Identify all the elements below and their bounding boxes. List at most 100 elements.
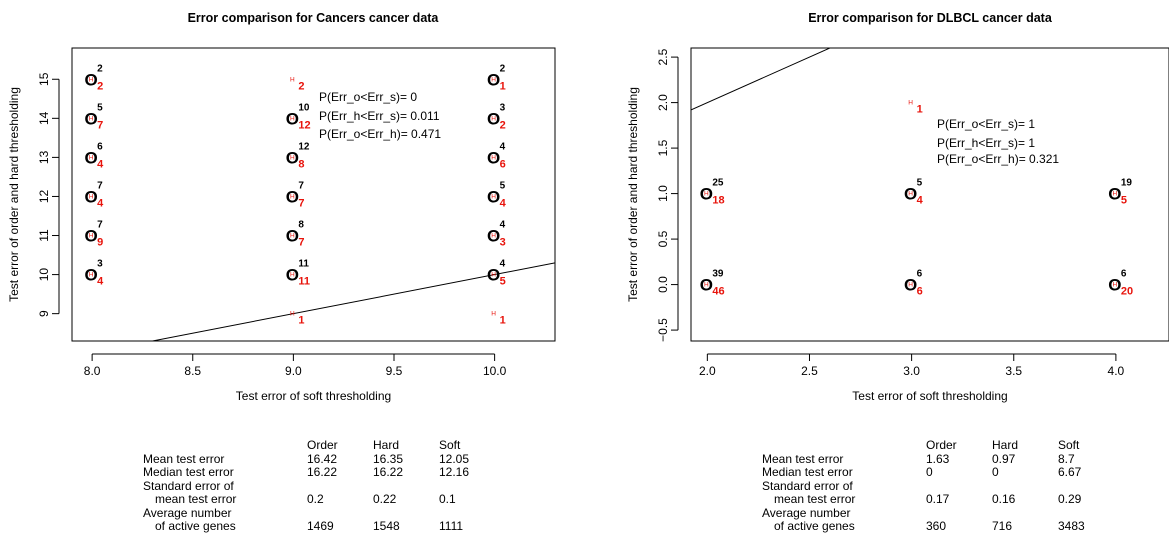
x-tick-label: 3.0 [903, 364, 920, 378]
hard-count-label: 4 [97, 197, 104, 209]
hard-point-marker: H [1113, 191, 1118, 198]
stats-value: 1548 [373, 519, 400, 533]
stats-row-label: Standard error of [143, 478, 234, 493]
order-point-marker: O [487, 70, 500, 89]
stats-row-label: of active genes [774, 519, 855, 533]
hard-point-marker: H [908, 100, 913, 107]
hard-count-label: 12 [298, 119, 310, 131]
stats-value [373, 480, 439, 494]
hard-count-label: 4 [917, 195, 924, 207]
order-point-marker: O [700, 276, 713, 295]
order-count-label: 5 [917, 178, 923, 189]
stats-value: 0.29 [1058, 492, 1082, 506]
hard-count-label: 1 [298, 315, 304, 327]
hard-count-label: 7 [97, 119, 103, 131]
hard-point-marker: H [89, 154, 94, 161]
hard-count-label: 4 [97, 276, 104, 288]
order-count-label: 6 [97, 141, 103, 152]
reference-line [149, 262, 555, 341]
hard-point-marker: H [491, 193, 496, 200]
hard-point-marker: H [89, 272, 94, 279]
stats-value [307, 507, 373, 521]
stats-row-label: mean test error [774, 492, 856, 506]
stats-row-label: Mean test error [143, 451, 225, 466]
order-count-label: 6 [917, 269, 923, 280]
order-count-label: 4 [500, 220, 506, 231]
stats-row-label: Mean test error [762, 451, 844, 466]
order-point-marker: O [286, 266, 299, 285]
stats-row-label: mean test error [155, 492, 237, 506]
y-tick-label: 15 [37, 72, 51, 86]
x-tick-label: 9.0 [285, 364, 302, 378]
hard-count-label: 1 [500, 80, 506, 92]
hard-point-marker: H [491, 154, 496, 161]
stats-row: of active genes 1469 1548 1111 [143, 519, 505, 534]
order-count-label: 5 [500, 180, 506, 191]
x-axis-label: Test error of soft thresholding [852, 389, 1007, 403]
stats-value [373, 507, 439, 521]
stats-row-label: Standard error of [762, 478, 853, 493]
hard-count-label: 4 [500, 197, 507, 209]
stats-value: 16.22 [373, 465, 404, 479]
y-tick-label: 14 [37, 111, 51, 125]
probability-annotation: P(Err_h<Err_s)= 1 [937, 136, 1035, 150]
y-axis-label: Test error of order and hard thresholdin… [7, 87, 21, 302]
hard-point-marker: H [290, 193, 295, 200]
hard-count-label: 4 [97, 158, 104, 170]
order-count-label: 7 [298, 180, 304, 191]
order-point-marker: O [904, 185, 917, 204]
hard-count-label: 1 [500, 315, 506, 327]
stats-value: 0.17 [926, 492, 950, 506]
y-tick-label: 1.0 [656, 185, 670, 202]
stats-row: of active genes 360 716 3483 [762, 519, 1124, 534]
stats-value: 12.05 [439, 451, 470, 466]
order-point-marker: O [85, 70, 98, 89]
hard-point-marker: H [491, 311, 496, 318]
stats-value [926, 480, 992, 494]
stats-header-row: Order Hard Soft [143, 438, 505, 453]
order-point-marker: O [487, 266, 500, 285]
stats-value [307, 480, 373, 494]
x-tick-label: 2.5 [801, 364, 818, 378]
order-count-label: 12 [298, 141, 310, 152]
x-tick-label: 10.0 [483, 364, 507, 378]
stats-value: 0.2 [307, 492, 324, 506]
stats-value: 12.16 [439, 465, 470, 479]
hard-point-marker: H [290, 76, 295, 83]
stats-column-header: Hard [992, 438, 1019, 452]
stats-column-header: Order [307, 438, 338, 452]
order-count-label: 11 [298, 259, 309, 270]
stats-row: mean test error 0.2 0.22 0.1 [143, 492, 505, 507]
order-point-marker: O [487, 109, 500, 128]
plot-frame [690, 47, 1169, 342]
stats-value [439, 480, 505, 494]
order-count-label: 3 [500, 102, 506, 113]
probability-annotation: P(Err_o<Err_s)= 0 [319, 90, 417, 104]
order-count-label: 10 [298, 102, 310, 113]
stats-value: 1111 [439, 519, 464, 533]
stats-value [1058, 480, 1124, 494]
hard-count-label: 3 [500, 237, 506, 249]
hard-point-marker: H [89, 115, 94, 122]
order-count-label: 19 [1121, 178, 1133, 189]
hard-point-marker: H [908, 191, 913, 198]
hard-point-marker: H [491, 115, 496, 122]
stats-row: Average number [762, 506, 1124, 521]
stats-column-header: Soft [1058, 438, 1080, 452]
hard-point-marker: H [89, 233, 94, 240]
stats-row-label: Average number [143, 505, 232, 520]
y-tick-label: 0.5 [656, 230, 670, 247]
y-axis-label: Test error of order and hard thresholdin… [626, 87, 640, 302]
stats-value: 0.16 [992, 492, 1016, 506]
order-point-marker: O [286, 187, 299, 206]
chart-title: Error comparison for DLBCL cancer data [808, 11, 1053, 25]
hard-count-label: 9 [97, 237, 103, 249]
order-point-marker: O [286, 109, 299, 128]
order-count-label: 6 [1121, 269, 1127, 280]
y-tick-label: 13 [37, 150, 51, 164]
y-tick-label: 2.5 [656, 48, 670, 65]
hard-point-marker: H [1113, 282, 1118, 289]
x-tick-label: 3.5 [1005, 364, 1022, 378]
order-count-label: 7 [97, 220, 103, 231]
